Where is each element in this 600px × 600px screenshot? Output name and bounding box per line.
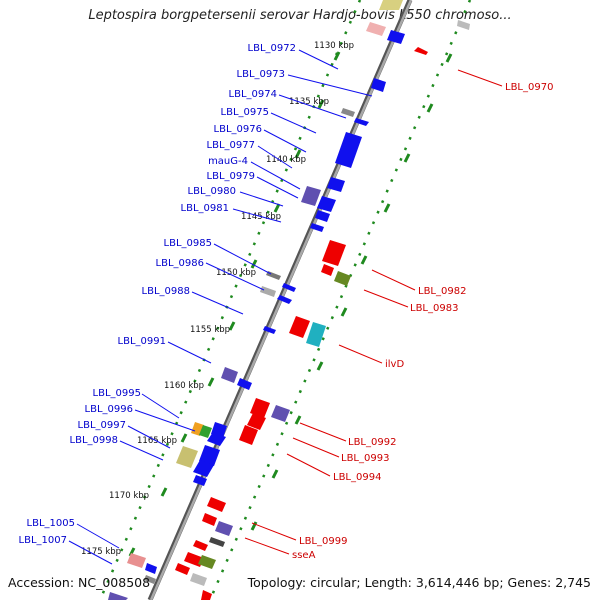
scale-label-1160: 1160 kbp: [164, 381, 204, 391]
gene-label-lbl-0977[interactable]: LBL_0977: [207, 140, 255, 151]
scale-label-1130: 1130 kbp: [314, 41, 354, 51]
gene-label-lbl-0999[interactable]: LBL_0999: [299, 536, 347, 547]
gene-label-lbl-0996[interactable]: LBL_0996: [85, 404, 133, 415]
accession-text: Accession: NC_008508: [8, 575, 151, 590]
gene-label-lbl-0998[interactable]: LBL_0998: [70, 435, 118, 446]
gene-label-lbl-0997[interactable]: LBL_0997: [78, 420, 126, 431]
reverse-leader-lines: [244, 69, 503, 555]
gene-label-lbl-0991[interactable]: LBL_0991: [118, 336, 166, 347]
reverse-gene-labels: LBL_0970 LBL_0982 LBL_0983 ilvD LBL_0992…: [292, 82, 553, 561]
gene-label-lbl-0979[interactable]: LBL_0979: [207, 171, 255, 182]
gene-label-lbl-1007[interactable]: LBL_1007: [19, 535, 67, 546]
gene-label-ilvd[interactable]: ilvD: [385, 359, 404, 370]
scale-label-1150: 1150 kbp: [216, 268, 256, 278]
topology-text: Topology: circular; Length: 3,614,446 bp…: [247, 575, 591, 590]
gene-label-ssea[interactable]: sseA: [292, 550, 316, 561]
reverse-features: [175, 20, 470, 600]
gene-label-lbl-0983[interactable]: LBL_0983: [410, 303, 458, 314]
scale-label-1170: 1170 kbp: [109, 491, 149, 501]
gene-label-lbl-0988[interactable]: LBL_0988: [142, 286, 190, 297]
gene-label-lbl-0976[interactable]: LBL_0976: [214, 124, 262, 135]
gene-label-maug-4[interactable]: mauG-4: [208, 156, 248, 167]
gene-label-lbl-0970[interactable]: LBL_0970: [505, 82, 553, 93]
gene-label-lbl-0985[interactable]: LBL_0985: [164, 238, 212, 249]
gene-label-lbl-0972[interactable]: LBL_0972: [248, 43, 296, 54]
forward-gene-labels: LBL_0972 LBL_0973 LBL_0974 LBL_0975 LBL_…: [19, 43, 296, 546]
gene-label-lbl-0980[interactable]: LBL_0980: [188, 186, 236, 197]
gene-label-lbl-0974[interactable]: LBL_0974: [229, 89, 277, 100]
forward-features: [108, 0, 405, 600]
gene-label-lbl-0992[interactable]: LBL_0992: [348, 437, 396, 448]
scale-label-1135: 1135 kbp: [289, 97, 329, 107]
scale-label-1175: 1175 kbp: [81, 547, 121, 557]
scale-tick-marks: [128, 51, 453, 557]
gene-label-lbl-0973[interactable]: LBL_0973: [237, 69, 285, 80]
scale-label-1140: 1140 kbp: [266, 155, 306, 165]
gene-label-lbl-1005[interactable]: LBL_1005: [27, 518, 75, 529]
gene-label-lbl-0986[interactable]: LBL_0986: [156, 258, 204, 269]
gene-label-lbl-0982[interactable]: LBL_0982: [418, 286, 466, 297]
gene-label-lbl-0993[interactable]: LBL_0993: [341, 453, 389, 464]
gene-label-lbl-0981[interactable]: LBL_0981: [181, 203, 229, 214]
forward-leader-lines: [68, 49, 373, 565]
scale-label-1155: 1155 kbp: [190, 325, 230, 335]
gene-label-lbl-0994[interactable]: LBL_0994: [333, 472, 381, 483]
gene-label-lbl-0995[interactable]: LBL_0995: [93, 388, 141, 399]
gene-label-lbl-0975[interactable]: LBL_0975: [221, 107, 269, 118]
